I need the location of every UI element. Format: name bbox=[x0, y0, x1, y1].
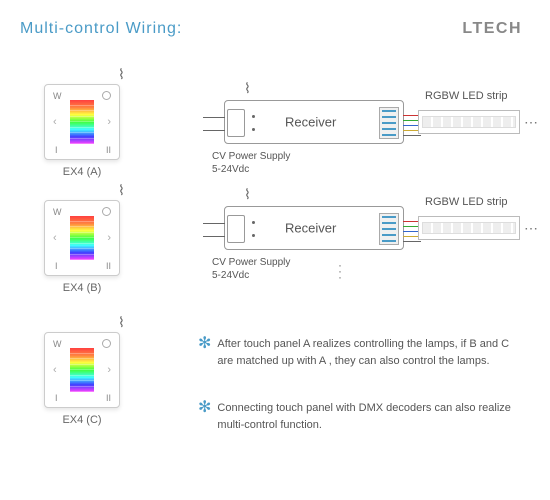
wireless-icon: ⌇ bbox=[118, 314, 125, 331]
output-terminal bbox=[379, 213, 399, 245]
receiver-1: Receiver bbox=[224, 100, 404, 144]
color-gradient bbox=[70, 216, 94, 260]
input-wires bbox=[203, 113, 225, 135]
zone-2-label: II bbox=[106, 261, 111, 271]
input-terminal bbox=[227, 109, 245, 137]
asterisk-icon: ✻ bbox=[198, 400, 211, 433]
wireless-icon: ⌇ bbox=[244, 186, 251, 203]
brand-logo: LTECH bbox=[462, 20, 522, 38]
touch-panel-c: W ‹ › I II bbox=[44, 332, 120, 408]
wireless-icon: ⌇ bbox=[244, 80, 251, 97]
strip-label-1: RGBW LED strip bbox=[425, 90, 508, 102]
continuation-dots: ⋯ bbox=[524, 114, 540, 131]
zone-1-label: I bbox=[55, 393, 58, 403]
input-screws bbox=[247, 217, 261, 241]
zone-2-label: II bbox=[106, 145, 111, 155]
note-1: ✻ After touch panel A realizes controlli… bbox=[198, 336, 518, 369]
strip-label-2: RGBW LED strip bbox=[425, 196, 508, 208]
input-wires bbox=[203, 219, 225, 241]
input-terminal bbox=[227, 215, 245, 243]
receiver-label: Receiver bbox=[285, 115, 336, 130]
led-strip-1 bbox=[418, 110, 520, 134]
note-text: After touch panel A realizes controlling… bbox=[217, 336, 518, 369]
zone-1-label: I bbox=[55, 145, 58, 155]
wireless-icon: ⌇ bbox=[118, 66, 125, 83]
continuation-dots: ⋯ bbox=[524, 220, 540, 237]
zone-2-label: II bbox=[106, 393, 111, 403]
panel-b-label: EX4 (B) bbox=[44, 282, 120, 294]
receiver-2: Receiver bbox=[224, 206, 404, 250]
color-gradient bbox=[70, 100, 94, 144]
input-screws bbox=[247, 111, 261, 135]
panel-a-label: EX4 (A) bbox=[44, 166, 120, 178]
zone-1-label: I bbox=[55, 261, 58, 271]
touch-panel-b: W ‹ › I II bbox=[44, 200, 120, 276]
touch-panel-a: W ‹ › I II bbox=[44, 84, 120, 160]
led-strip-2 bbox=[418, 216, 520, 240]
page-title: Multi-control Wiring: bbox=[20, 20, 182, 38]
panel-c-label: EX4 (C) bbox=[44, 414, 120, 426]
vertical-dots: ··· bbox=[338, 262, 342, 280]
asterisk-icon: ✻ bbox=[198, 336, 211, 369]
wireless-icon: ⌇ bbox=[118, 182, 125, 199]
note-2: ✻ Connecting touch panel with DMX decode… bbox=[198, 400, 518, 433]
cv-supply-label-1: CV Power Supply 5-24Vdc bbox=[212, 150, 290, 176]
color-gradient bbox=[70, 348, 94, 392]
note-text: Connecting touch panel with DMX decoders… bbox=[217, 400, 518, 433]
output-terminal bbox=[379, 107, 399, 139]
cv-supply-label-2: CV Power Supply 5-24Vdc bbox=[212, 256, 290, 282]
receiver-label: Receiver bbox=[285, 221, 336, 236]
